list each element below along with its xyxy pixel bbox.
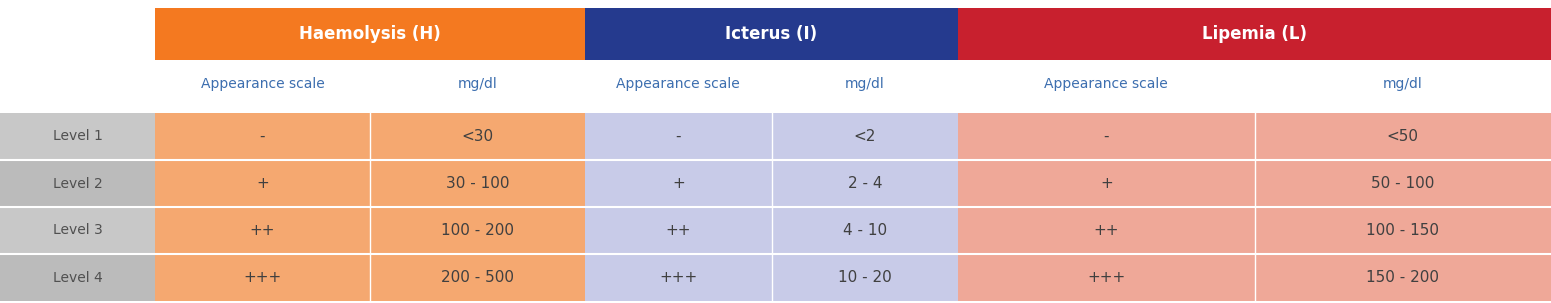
Bar <box>155 207 585 254</box>
Text: 150 - 200: 150 - 200 <box>1366 270 1439 285</box>
Bar <box>155 160 585 207</box>
Text: <2: <2 <box>853 129 876 144</box>
Text: Haemolysis (H): Haemolysis (H) <box>299 25 440 43</box>
Text: Appearance scale: Appearance scale <box>200 77 324 91</box>
Text: mg/dl: mg/dl <box>845 77 884 91</box>
Text: -: - <box>676 129 681 144</box>
Text: <50: <50 <box>1387 129 1419 144</box>
Text: 100 - 200: 100 - 200 <box>440 223 513 238</box>
Bar <box>959 160 1551 207</box>
Text: -: - <box>259 129 265 144</box>
Bar <box>585 160 959 207</box>
Text: 10 - 20: 10 - 20 <box>838 270 892 285</box>
Text: +++: +++ <box>659 270 698 285</box>
Bar <box>585 8 959 60</box>
Text: Appearance scale: Appearance scale <box>616 77 740 91</box>
Text: Level 1: Level 1 <box>53 129 102 144</box>
Bar <box>959 207 1551 254</box>
Bar <box>0 254 155 301</box>
Text: 100 - 150: 100 - 150 <box>1366 223 1439 238</box>
Text: Lipemia (L): Lipemia (L) <box>1202 25 1307 43</box>
Text: 50 - 100: 50 - 100 <box>1371 176 1435 191</box>
Text: Icterus (I): Icterus (I) <box>726 25 817 43</box>
Bar <box>585 113 959 160</box>
Text: Level 2: Level 2 <box>53 177 102 191</box>
Text: +++: +++ <box>1087 270 1126 285</box>
Bar <box>0 113 155 160</box>
Text: 30 - 100: 30 - 100 <box>445 176 509 191</box>
Text: 200 - 500: 200 - 500 <box>440 270 513 285</box>
Text: mg/dl: mg/dl <box>458 77 498 91</box>
Text: +: + <box>256 176 268 191</box>
Bar <box>959 254 1551 301</box>
Text: <30: <30 <box>462 129 493 144</box>
Text: ++: ++ <box>250 223 275 238</box>
Text: ++: ++ <box>1093 223 1118 238</box>
Text: 4 - 10: 4 - 10 <box>842 223 887 238</box>
Text: Level 3: Level 3 <box>53 224 102 238</box>
Bar <box>585 207 959 254</box>
Bar <box>959 113 1551 160</box>
Bar <box>0 160 155 207</box>
Bar <box>155 254 585 301</box>
Text: +: + <box>1100 176 1112 191</box>
Text: mg/dl: mg/dl <box>1383 77 1422 91</box>
Text: -: - <box>1103 129 1109 144</box>
Bar <box>155 8 585 60</box>
Bar <box>959 8 1551 60</box>
Text: 2 - 4: 2 - 4 <box>847 176 883 191</box>
Text: +++: +++ <box>244 270 282 285</box>
Bar <box>585 254 959 301</box>
Text: +: + <box>672 176 684 191</box>
Text: Level 4: Level 4 <box>53 271 102 285</box>
Text: Appearance scale: Appearance scale <box>1044 77 1168 91</box>
Text: ++: ++ <box>665 223 692 238</box>
Bar <box>0 207 155 254</box>
Bar <box>155 113 585 160</box>
